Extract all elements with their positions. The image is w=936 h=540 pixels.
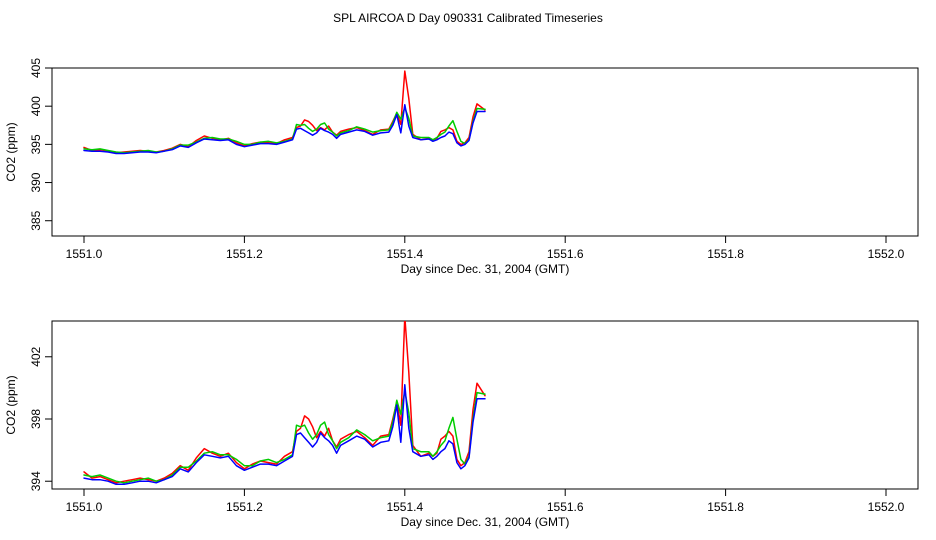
page-title: SPL AIRCOA D Day 090331 Calibrated Times… (333, 11, 603, 25)
x-axis-label: Day since Dec. 31, 2004 (GMT) (401, 515, 570, 529)
x-tick-label: 1552.0 (868, 247, 905, 261)
x-tick-label: 1551.8 (707, 247, 744, 261)
x-tick-label: 1551.0 (66, 247, 103, 261)
plot-frame (51, 67, 919, 237)
x-tick-label: 1551.4 (386, 247, 423, 261)
x-tick-label: 1551.0 (66, 500, 103, 514)
x-tick-label: 1551.4 (386, 500, 423, 514)
y-axis-label: CO2 (ppm) (4, 122, 18, 181)
y-tick-label: 394 (29, 471, 43, 491)
x-tick-label: 1551.2 (226, 247, 263, 261)
x-tick-label: 1552.0 (868, 500, 905, 514)
series-line-blue (83, 384, 486, 486)
series-line-green (83, 106, 486, 154)
series-line-green (83, 390, 486, 484)
series-line-red (83, 321, 486, 484)
y-tick-label: 395 (29, 134, 43, 154)
x-tick-label: 1551.8 (707, 500, 744, 514)
series-line-blue (83, 103, 486, 155)
x-axis-label: Day since Dec. 31, 2004 (GMT) (401, 262, 570, 276)
y-axis-label: CO2 (ppm) (4, 375, 18, 434)
plot-frame (51, 320, 919, 490)
bottom-panel: 1551.0 1551.2 1551.4 1551.6 1551.8 1552.0 394 3… (4, 320, 919, 529)
x-tick-label: 1551.2 (226, 500, 263, 514)
y-tick-label: 405 (29, 58, 43, 78)
x-tick-label: 1551.6 (547, 247, 584, 261)
y-tick-label: 400 (29, 96, 43, 116)
top-panel: 1551.0 1551.2 1551.4 1551.6 1551.8 1552.0 385 3… (4, 58, 919, 276)
y-tick-label: 402 (29, 346, 43, 366)
y-tick-label: 398 (29, 409, 43, 429)
y-tick-label: 390 (29, 172, 43, 192)
x-tick-label: 1551.6 (547, 500, 584, 514)
y-tick-label: 385 (29, 210, 43, 230)
